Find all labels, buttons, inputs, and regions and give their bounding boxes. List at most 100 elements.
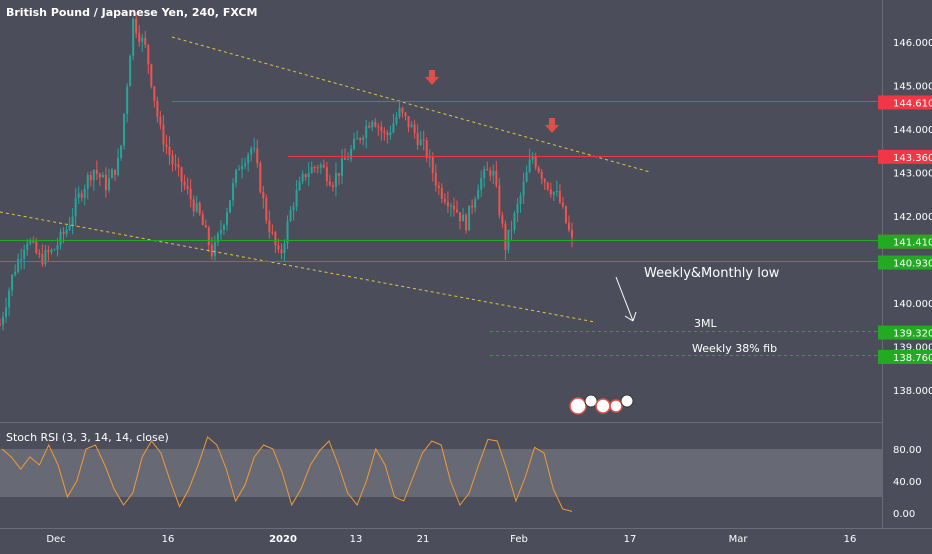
candle-body — [374, 121, 377, 127]
annotation-3ml[interactable]: 3ML — [694, 317, 717, 330]
candle-body — [71, 216, 74, 225]
candle-body — [225, 212, 228, 226]
candle-body — [253, 148, 256, 150]
lower-trendline[interactable] — [0, 211, 596, 323]
candle-body — [328, 181, 331, 186]
time-axis-label: 17 — [624, 534, 637, 545]
candle-body — [446, 201, 449, 207]
candle-body — [222, 225, 225, 230]
candle-body — [107, 178, 110, 191]
candle-body — [371, 121, 374, 128]
candle-body — [8, 290, 11, 308]
stoch-tick-label: 0.00 — [893, 509, 915, 520]
candle-body — [437, 185, 440, 189]
stoch-axis[interactable]: 80.00 40.00 0.00 — [893, 445, 922, 520]
hand-drawn-arrow-icon[interactable] — [615, 276, 637, 322]
down-arrow-icon — [545, 118, 559, 133]
price-badge-label: 139.320 — [893, 329, 932, 340]
candle-body — [304, 174, 307, 178]
candle-body — [483, 169, 486, 178]
candle-body — [183, 181, 186, 186]
annotation-weekly-monthly-low[interactable]: Weekly&Monthly low — [644, 266, 780, 281]
price-axis[interactable]: 146.000145.000144.000143.000142.000141.0… — [893, 38, 932, 397]
price-badge-bg — [878, 95, 932, 110]
time-axis[interactable]: Dec 16 2020 13 21 Feb 17 Mar 16 — [46, 534, 856, 545]
candle-body — [98, 173, 101, 178]
candle-body — [256, 148, 259, 164]
candle-body — [144, 37, 147, 45]
candle-body — [265, 198, 268, 221]
candle-body — [513, 213, 516, 230]
candle-body — [156, 100, 159, 117]
candle-body — [368, 125, 371, 128]
upper-trendline[interactable] — [171, 36, 651, 173]
candle-body — [401, 107, 404, 113]
candle-body — [380, 126, 383, 132]
candle-body — [434, 172, 437, 186]
candle-body — [337, 173, 340, 176]
candle-body — [286, 221, 289, 244]
price-badge-bg — [878, 349, 932, 364]
candle-body — [110, 169, 113, 179]
candle-body — [428, 156, 431, 158]
candle-body — [192, 199, 195, 212]
price-badge-bg — [878, 234, 932, 249]
candle-body — [138, 33, 141, 42]
time-axis-label: 13 — [350, 534, 363, 545]
candle-body — [449, 205, 452, 207]
annotation-weekly-fib[interactable]: Weekly 38% fib — [692, 342, 777, 355]
candle-body — [325, 167, 328, 182]
candle-body — [68, 224, 71, 230]
candle-body — [474, 199, 477, 208]
candle-body — [65, 229, 68, 234]
candle-body — [528, 159, 531, 173]
candle-body — [2, 316, 5, 325]
candle-body — [495, 170, 498, 186]
candle-body — [507, 229, 510, 250]
candle-body — [189, 188, 192, 200]
candle-body — [262, 192, 265, 199]
candle-body — [117, 157, 120, 176]
candle-body — [11, 274, 14, 291]
candle-body — [101, 174, 104, 178]
candle-body — [20, 258, 23, 260]
candle-body — [546, 182, 549, 190]
candle-body — [229, 200, 232, 213]
idea-badge-icon[interactable] — [569, 394, 634, 415]
candle-body — [213, 242, 216, 257]
candle-body — [516, 203, 519, 214]
candle-body — [362, 137, 365, 140]
candle-body — [123, 113, 126, 146]
candle-body — [23, 249, 26, 259]
candle-body — [129, 55, 132, 87]
candle-body — [38, 252, 41, 255]
candle-body — [431, 156, 434, 173]
candle-body — [310, 166, 313, 174]
candle-body — [561, 202, 564, 207]
stoch-band — [0, 449, 882, 497]
candle-body — [159, 116, 162, 125]
stoch-tick-label: 80.00 — [893, 445, 922, 456]
candle-body — [459, 212, 462, 222]
price-tick-label: 138.000 — [893, 386, 932, 397]
stoch-tick-label: 40.00 — [893, 477, 922, 488]
candle-body — [404, 112, 407, 117]
price-badges: 144.610143.360141.407141.410140.930139.3… — [878, 95, 932, 364]
price-badge-label: 143.360 — [893, 153, 932, 164]
candle-body — [14, 271, 17, 275]
candle-body — [53, 249, 56, 251]
candle-body — [486, 169, 489, 171]
candle-body — [201, 213, 204, 226]
candle-body — [141, 37, 144, 42]
candle-body — [407, 116, 410, 128]
candle-body — [17, 258, 20, 272]
time-axis-label: 16 — [844, 534, 857, 545]
time-axis-label: Dec — [46, 534, 65, 545]
candle-body — [50, 249, 53, 253]
candle-body — [180, 167, 183, 182]
candle-body — [395, 116, 398, 124]
candle-body — [477, 189, 480, 200]
candle-body — [86, 175, 89, 189]
